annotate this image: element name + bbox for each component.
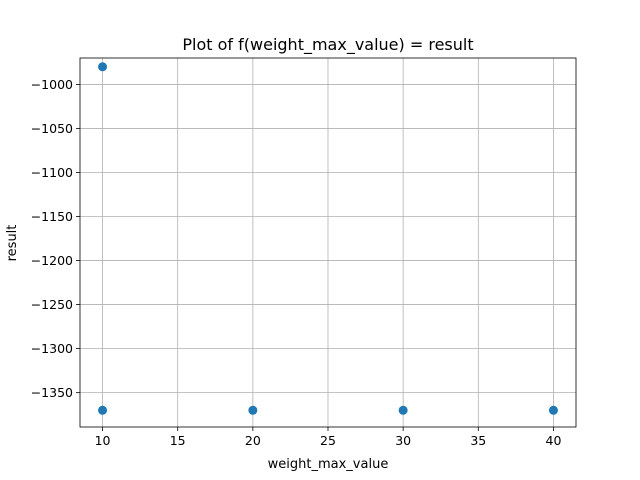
x-axis-label: weight_max_value bbox=[268, 457, 389, 472]
chart-title: Plot of f(weight_max_value) = result bbox=[182, 35, 473, 55]
data-point bbox=[548, 405, 558, 415]
x-tick-label: 25 bbox=[320, 433, 336, 448]
y-tick-label: −1350 bbox=[31, 385, 73, 400]
data-point bbox=[248, 405, 258, 415]
y-tick-label: −1300 bbox=[31, 341, 73, 356]
x-tick-label: 15 bbox=[170, 433, 186, 448]
plot-frame bbox=[79, 57, 577, 428]
x-tick-label: 35 bbox=[470, 433, 486, 448]
data-point bbox=[98, 62, 108, 72]
axis-ticks: 10 15 20 25 30 35 40 −1000 −1050 −1100 −1150 −1200 −… bbox=[31, 77, 562, 448]
data-point bbox=[98, 405, 108, 415]
x-tick-label: 30 bbox=[395, 433, 411, 448]
y-tick-label: −1050 bbox=[31, 121, 73, 136]
data-points bbox=[98, 62, 558, 415]
x-tick-label: 10 bbox=[95, 433, 111, 448]
y-axis-label: result bbox=[5, 225, 20, 262]
x-tick-label: 40 bbox=[546, 433, 562, 448]
data-point bbox=[398, 405, 408, 415]
x-tick-label: 20 bbox=[245, 433, 261, 448]
y-tick-label: −1100 bbox=[31, 165, 73, 180]
y-tick-label: −1200 bbox=[31, 253, 73, 268]
y-tick-label: −1150 bbox=[31, 209, 73, 224]
y-tick-label: −1250 bbox=[31, 297, 73, 312]
grid bbox=[80, 58, 576, 427]
y-tick-label: −1000 bbox=[31, 77, 73, 92]
